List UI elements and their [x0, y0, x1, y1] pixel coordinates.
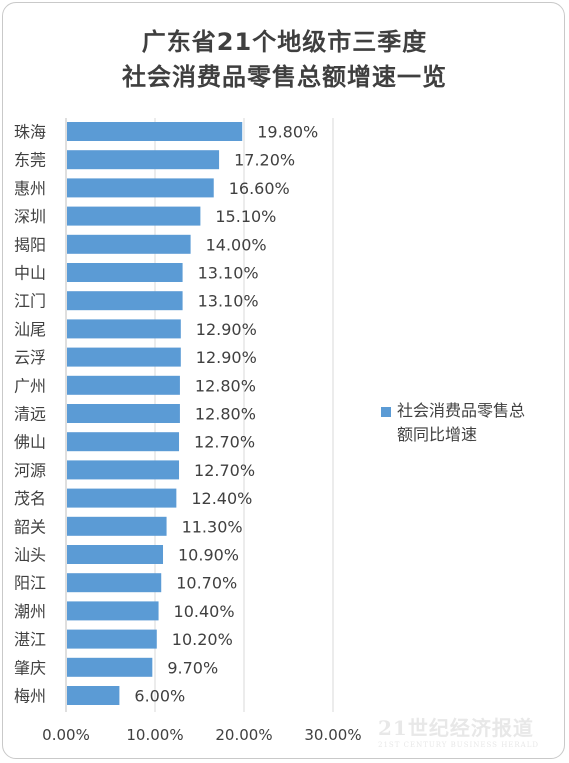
data-label: 6.00%	[134, 687, 185, 706]
category-label: 东莞	[14, 151, 46, 170]
bar	[67, 629, 157, 649]
x-tick-label: 20.00%	[215, 726, 272, 744]
category-label: 佛山	[14, 433, 46, 452]
category-label: 惠州	[14, 179, 46, 198]
legend: 社会消费品零售总 额同比增速	[381, 399, 561, 447]
bar	[67, 178, 214, 198]
category-label: 湛江	[14, 630, 46, 649]
data-label: 10.40%	[174, 602, 235, 621]
category-label: 珠海	[14, 123, 46, 142]
data-label: 10.90%	[178, 546, 239, 565]
category-label: 清远	[14, 405, 46, 424]
category-label: 中山	[14, 264, 46, 283]
bar	[67, 375, 180, 395]
data-label: 16.60%	[229, 179, 290, 198]
bar	[67, 516, 167, 536]
bar	[67, 122, 243, 141]
bar	[67, 263, 183, 282]
x-tick-label: 0.00%	[42, 726, 90, 744]
bar	[67, 545, 164, 564]
data-label: 10.20%	[172, 630, 233, 649]
data-label: 9.70%	[167, 658, 218, 677]
data-label: 11.30%	[182, 517, 243, 536]
watermark-line-2: 21ST CENTURY BUSINESS HERALD	[378, 741, 539, 749]
data-label: 12.90%	[196, 348, 257, 367]
category-label: 江门	[14, 292, 46, 311]
category-label: 阳江	[14, 574, 46, 593]
data-label: 14.00%	[206, 235, 267, 254]
x-tick-label: 30.00%	[304, 726, 361, 744]
bar	[67, 319, 181, 339]
bar	[67, 573, 162, 593]
bar	[67, 432, 180, 452]
category-label: 广州	[14, 376, 46, 395]
data-label: 12.70%	[194, 433, 255, 452]
legend-label-line-2: 额同比增速	[397, 425, 478, 444]
bar	[67, 657, 153, 677]
watermark-line-1: 21世纪经济报道	[378, 716, 534, 740]
data-label: 13.10%	[198, 292, 259, 311]
bar	[67, 150, 220, 170]
data-label: 12.70%	[194, 461, 255, 480]
category-label: 汕头	[14, 546, 46, 565]
category-label: 深圳	[14, 207, 46, 226]
legend-swatch	[381, 407, 391, 417]
data-label: 17.20%	[234, 151, 295, 170]
category-label: 韶关	[14, 517, 46, 536]
bar	[67, 206, 201, 226]
bar	[67, 601, 159, 621]
data-label: 13.10%	[198, 264, 259, 283]
x-tick-label: 10.00%	[126, 726, 183, 744]
legend-label-line-1: 社会消费品零售总	[397, 401, 526, 420]
data-label: 19.80%	[257, 123, 318, 142]
category-label: 汕尾	[14, 320, 46, 339]
bar	[67, 686, 120, 705]
category-label: 梅州	[14, 687, 46, 706]
bar	[67, 460, 180, 480]
category-label: 茂名	[14, 489, 46, 508]
category-label: 揭阳	[14, 235, 46, 254]
category-label: 肇庆	[14, 658, 46, 677]
category-label: 潮州	[14, 602, 46, 621]
data-label: 10.70%	[176, 574, 237, 593]
bar	[67, 404, 180, 423]
category-label: 云浮	[14, 348, 46, 367]
category-label: 河源	[14, 461, 46, 480]
data-label: 15.10%	[215, 207, 276, 226]
data-label: 12.40%	[191, 489, 252, 508]
chart-title-line-2: 社会消费品零售总额增速一览	[122, 63, 447, 91]
bar	[67, 347, 181, 367]
data-label: 12.90%	[196, 320, 257, 339]
data-label: 12.80%	[195, 405, 256, 424]
data-label: 12.80%	[195, 376, 256, 395]
bar	[67, 234, 191, 254]
bar	[67, 291, 183, 311]
chart-title-line-1: 广东省21个地级市三季度	[141, 28, 428, 56]
bar	[67, 488, 177, 508]
watermark-logo: 21世纪经济报道 21ST CENTURY BUSINESS HERALD	[378, 712, 548, 749]
